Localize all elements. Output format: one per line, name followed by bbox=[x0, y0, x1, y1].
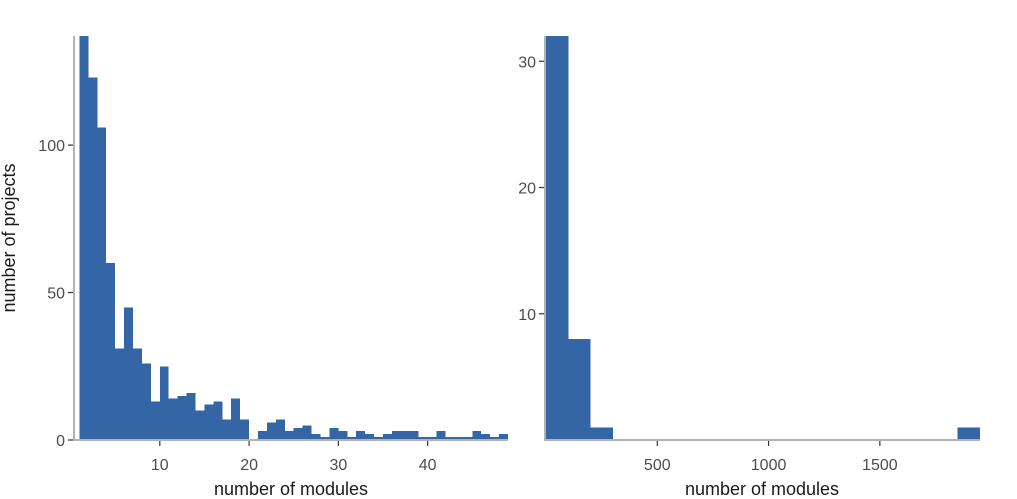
left-histogram-bar bbox=[374, 437, 384, 440]
left-y-tick-label: 50 bbox=[47, 286, 65, 303]
right-bars-group bbox=[546, 36, 980, 440]
left-histogram-bar bbox=[400, 431, 410, 440]
left-histogram-bar bbox=[88, 77, 98, 440]
left-histogram-bar bbox=[499, 434, 508, 440]
histogram-left-panel: 10 20 30 40 0 50 100 number of modules number… bbox=[0, 36, 508, 499]
left-histogram-bar bbox=[427, 437, 437, 440]
left-histogram-bar bbox=[115, 348, 125, 440]
right-x-tick-label: 1500 bbox=[862, 457, 898, 474]
left-histogram-bar bbox=[454, 437, 464, 440]
right-histogram-bar bbox=[546, 36, 569, 440]
left-histogram-bar bbox=[195, 410, 205, 440]
left-x-tick-label: 40 bbox=[419, 457, 437, 474]
left-histogram-bar bbox=[79, 36, 89, 440]
left-histogram-bar bbox=[347, 437, 357, 440]
right-histogram-bar bbox=[568, 339, 591, 440]
left-histogram-bar bbox=[168, 398, 178, 440]
left-histogram-bar bbox=[436, 431, 446, 440]
left-histogram-bar bbox=[106, 263, 116, 440]
left-histogram-bar bbox=[284, 431, 294, 440]
left-histogram-bar bbox=[490, 437, 500, 440]
left-histogram-bar bbox=[472, 431, 482, 440]
left-histogram-bar bbox=[150, 401, 160, 440]
left-x-tick-label: 10 bbox=[151, 457, 169, 474]
left-x-tick-label: 20 bbox=[240, 457, 258, 474]
left-y-tick-label: 0 bbox=[56, 433, 65, 450]
left-histogram-bar bbox=[266, 422, 276, 440]
left-histogram-bar bbox=[293, 428, 303, 440]
left-histogram-bar bbox=[240, 419, 250, 440]
left-bars-group bbox=[79, 36, 508, 440]
left-histogram-bar bbox=[97, 127, 107, 440]
left-histogram-bar bbox=[320, 437, 330, 440]
left-histogram-bar bbox=[365, 434, 375, 440]
left-histogram-bar bbox=[383, 434, 392, 440]
left-y-tick-label: 100 bbox=[38, 138, 65, 155]
left-histogram-bar bbox=[356, 431, 366, 440]
right-x-axis-title: number of modules bbox=[685, 479, 839, 499]
left-histogram-bar bbox=[481, 434, 491, 440]
left-histogram-bar bbox=[213, 401, 223, 440]
right-histogram-bar bbox=[590, 427, 613, 440]
left-histogram-bar bbox=[409, 431, 419, 440]
left-histogram-bar bbox=[133, 348, 142, 440]
left-histogram-bar bbox=[418, 437, 428, 440]
left-histogram-bar bbox=[445, 437, 455, 440]
right-y-ticks: 10 20 30 bbox=[518, 54, 544, 324]
right-x-ticks: 500 1000 1500 bbox=[644, 441, 898, 474]
left-histogram-bar bbox=[231, 398, 241, 440]
right-y-tick-label: 10 bbox=[518, 307, 536, 324]
left-histogram-bar bbox=[186, 392, 196, 440]
left-y-ticks: 0 50 100 bbox=[38, 138, 73, 450]
left-histogram-bar bbox=[311, 434, 321, 440]
left-histogram-bar bbox=[302, 425, 312, 440]
left-histogram-bar bbox=[258, 431, 267, 440]
right-x-tick-label: 1000 bbox=[751, 457, 787, 474]
left-histogram-bar bbox=[141, 363, 151, 440]
left-x-axis-title: number of modules bbox=[214, 479, 368, 499]
left-histogram-bar bbox=[329, 428, 339, 440]
right-x-tick-label: 500 bbox=[644, 457, 671, 474]
left-histogram-bar bbox=[275, 419, 285, 440]
left-histogram-bar bbox=[222, 419, 232, 440]
left-x-ticks: 10 20 30 40 bbox=[151, 441, 437, 474]
left-histogram-bar bbox=[124, 307, 134, 440]
left-histogram-bar bbox=[463, 437, 473, 440]
left-y-axis-title: number of projects bbox=[0, 163, 19, 312]
right-y-tick-label: 30 bbox=[518, 54, 536, 71]
histogram-right-panel: 500 1000 1500 10 20 30 number of modules bbox=[518, 36, 980, 499]
left-histogram-bar bbox=[204, 404, 214, 440]
left-histogram-bar bbox=[159, 366, 169, 440]
right-y-tick-label: 20 bbox=[518, 181, 536, 198]
right-histogram-bar bbox=[957, 427, 980, 440]
left-histogram-bar bbox=[338, 431, 348, 440]
left-histogram-bar bbox=[391, 431, 401, 440]
left-x-tick-label: 30 bbox=[329, 457, 347, 474]
left-histogram-bar bbox=[177, 395, 187, 440]
